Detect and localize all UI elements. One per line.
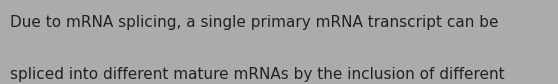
Text: spliced into different mature mRNAs by the inclusion of different: spliced into different mature mRNAs by t… — [10, 67, 504, 82]
Text: Due to mRNA splicing, a single primary mRNA transcript can be: Due to mRNA splicing, a single primary m… — [10, 15, 498, 30]
